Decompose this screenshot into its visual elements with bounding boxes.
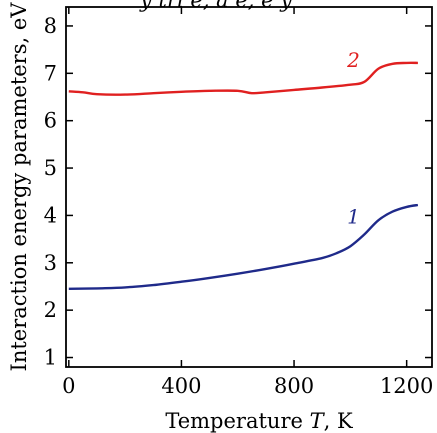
y-tick-label: 7	[44, 61, 57, 85]
plot-area: 0 400 800 1200 1 2 3 4 5 6 7 8 1 2	[44, 6, 433, 398]
series-label-1: 1	[347, 204, 360, 228]
plot-frame	[65, 6, 433, 368]
series-line-1	[68, 203, 419, 290]
y-axis-title: Interaction energy parameters, eV	[7, 2, 31, 372]
y-tick-label: 5	[44, 156, 57, 180]
x-axis-title-variable: T	[310, 409, 326, 433]
x-axis-title: Temperature T, K	[165, 409, 353, 433]
y-tick-label: 8	[44, 14, 57, 38]
y-tick-label: 3	[44, 251, 57, 275]
series-label-2: 2	[346, 48, 360, 72]
y-tick-label: 2	[44, 298, 57, 322]
x-axis-title-prefix: Temperature	[165, 409, 309, 433]
cropped-top-text: y tri e, a e, e y	[139, 0, 293, 12]
y-tick-label: 4	[44, 203, 57, 227]
x-tick-label: 1200	[380, 374, 433, 398]
x-axis-title-suffix: , K	[324, 409, 353, 433]
x-tick-label: 800	[274, 374, 314, 398]
x-tick-label: 0	[62, 374, 75, 398]
x-tick-label: 400	[161, 374, 201, 398]
y-tick-label: 6	[44, 109, 57, 133]
series-line-2	[68, 61, 418, 96]
y-tick-label: 1	[44, 346, 57, 370]
